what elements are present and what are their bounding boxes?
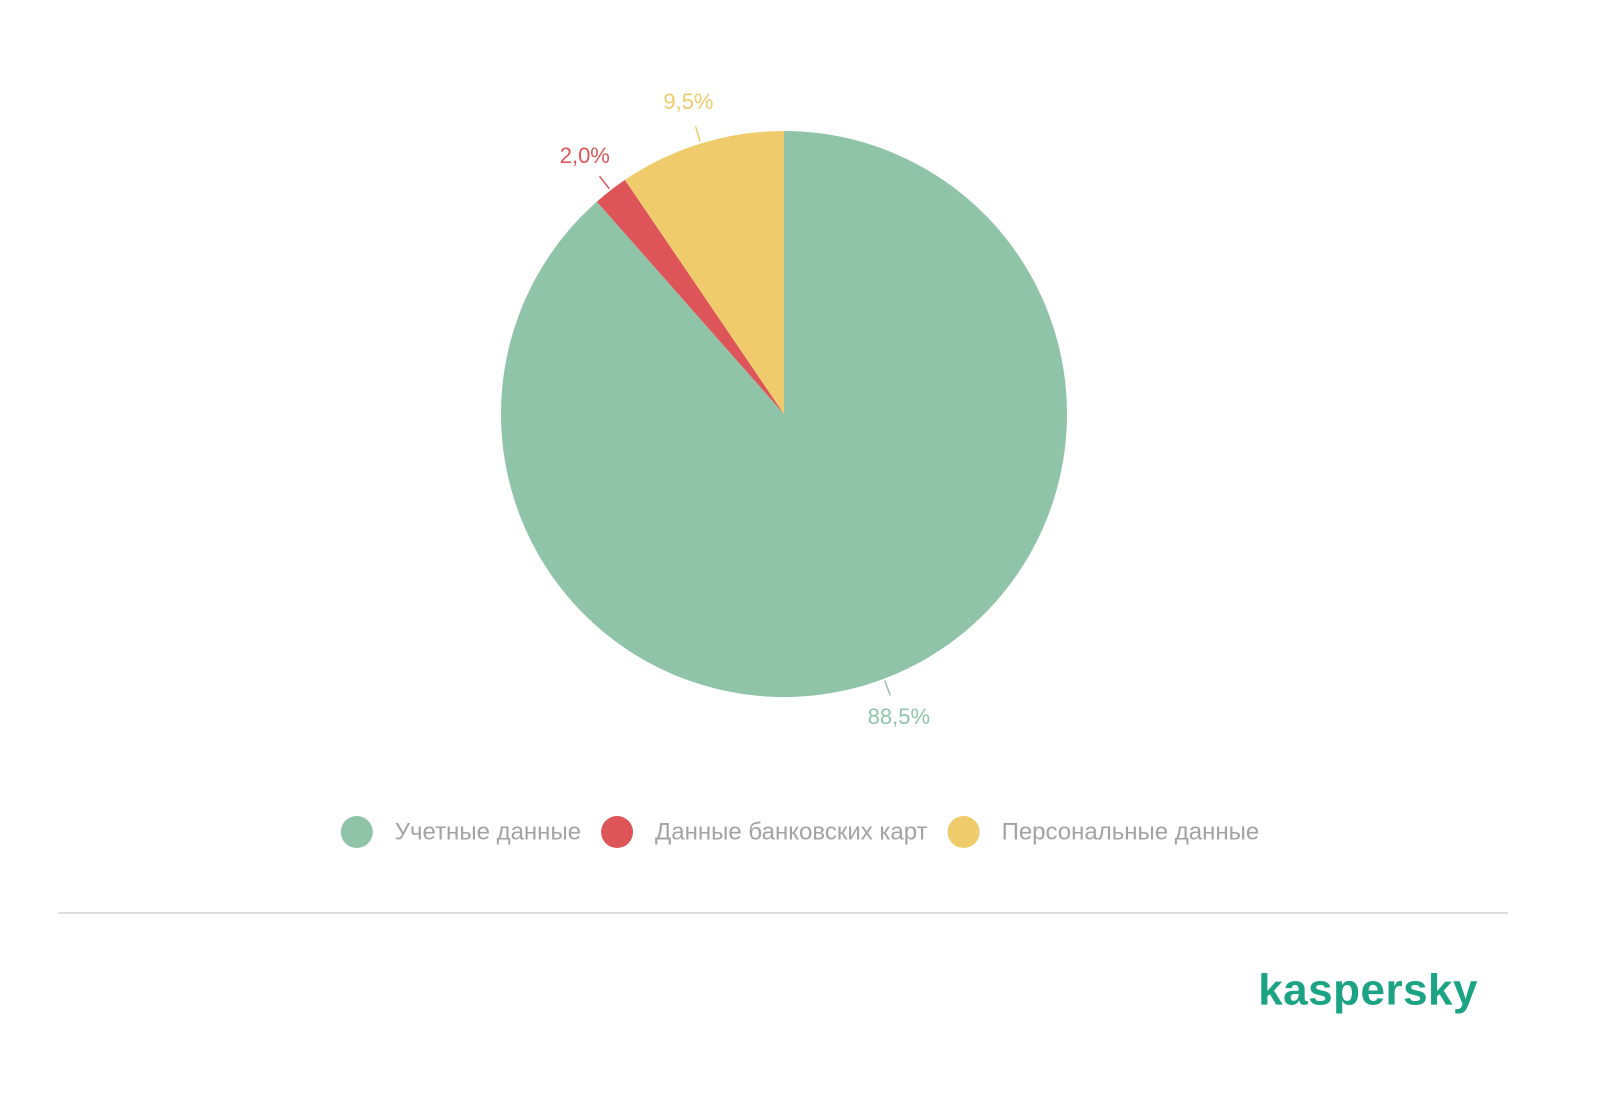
value-label: 88,5% xyxy=(868,704,930,729)
pie-slice xyxy=(500,131,1067,697)
value-label: 9,5% xyxy=(663,89,713,114)
legend-label: Персональные данные xyxy=(1002,818,1260,845)
leader-line xyxy=(884,680,892,696)
legend-marker xyxy=(601,816,634,848)
pie-slice xyxy=(624,131,784,414)
legend-label: Данные банковских карт xyxy=(655,818,928,845)
leader-line xyxy=(694,126,701,142)
pie-slice xyxy=(596,179,784,414)
legend-marker xyxy=(340,816,373,848)
legend-marker xyxy=(947,816,980,848)
brand-logo: kaspersky xyxy=(1258,966,1478,1015)
value-label: 2,0% xyxy=(560,143,610,168)
leader-line xyxy=(598,175,610,190)
legend-label: Учетные данные xyxy=(395,818,581,845)
